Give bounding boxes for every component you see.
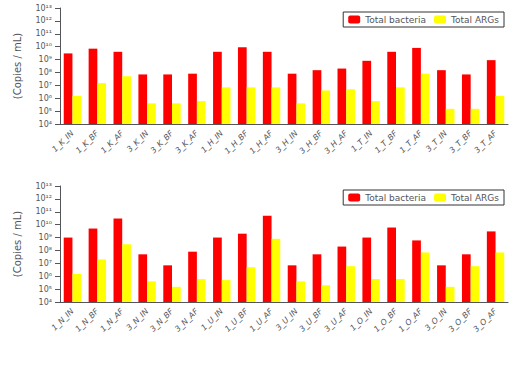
svg-text:3_O_IN: 3_O_IN <box>423 307 449 333</box>
svg-text:10¹³: 10¹³ <box>35 182 52 191</box>
svg-text:3_T_BF: 3_T_BF <box>448 129 474 155</box>
svg-text:Total ARGs: Total ARGs <box>450 15 499 25</box>
svg-text:1_H_AF: 1_H_AF <box>248 129 275 156</box>
svg-text:10⁹: 10⁹ <box>39 55 52 64</box>
svg-text:1_T_AF: 1_T_AF <box>398 129 424 155</box>
svg-text:1_K_BF: 1_K_BF <box>74 129 101 156</box>
svg-text:3_K_IN: 3_K_IN <box>125 129 150 154</box>
svg-text:1_N_BF: 1_N_BF <box>74 307 101 334</box>
svg-text:Total bacteria: Total bacteria <box>364 15 426 25</box>
svg-text:10⁹: 10⁹ <box>39 233 52 242</box>
svg-text:3_U_BF: 3_U_BF <box>298 307 325 334</box>
svg-text:10⁷: 10⁷ <box>39 81 52 90</box>
svg-text:10¹⁰: 10¹⁰ <box>35 220 52 229</box>
svg-text:10⁵: 10⁵ <box>39 285 52 294</box>
svg-text:3_N_AF: 3_N_AF <box>173 307 200 334</box>
svg-text:3_K_BF: 3_K_BF <box>149 129 176 156</box>
svg-text:10¹³: 10¹³ <box>35 4 52 13</box>
svg-text:(Copies / mL): (Copies / mL) <box>12 33 23 100</box>
svg-text:10⁶: 10⁶ <box>39 272 52 281</box>
svg-text:10⁴: 10⁴ <box>39 298 52 307</box>
svg-text:3_O_AF: 3_O_AF <box>472 307 499 334</box>
svg-text:10¹¹: 10¹¹ <box>35 207 52 216</box>
svg-text:3_U_IN: 3_U_IN <box>274 307 300 333</box>
svg-text:3_K_AF: 3_K_AF <box>174 129 201 156</box>
svg-text:1_T_IN: 1_T_IN <box>349 129 374 154</box>
svg-text:3_O_BF: 3_O_BF <box>447 307 474 334</box>
svg-text:3_T_AF: 3_T_AF <box>473 129 499 155</box>
svg-text:10⁶: 10⁶ <box>39 94 52 103</box>
svg-text:10⁵: 10⁵ <box>39 107 52 116</box>
svg-text:10¹⁰: 10¹⁰ <box>35 42 52 51</box>
svg-text:3_H_IN: 3_H_IN <box>274 129 300 155</box>
svg-text:10¹¹: 10¹¹ <box>35 29 52 38</box>
svg-text:1_H_BF: 1_H_BF <box>223 129 250 156</box>
svg-text:3_H_AF: 3_H_AF <box>322 129 349 156</box>
svg-text:1_O_AF: 1_O_AF <box>397 307 424 334</box>
svg-text:10⁴: 10⁴ <box>39 120 52 129</box>
svg-text:10⁷: 10⁷ <box>39 259 52 268</box>
svg-text:10¹²: 10¹² <box>35 194 52 203</box>
svg-text:1_U_IN: 1_U_IN <box>199 307 225 333</box>
svg-text:3_N_IN: 3_N_IN <box>125 307 151 333</box>
svg-text:10⁸: 10⁸ <box>39 68 52 77</box>
svg-text:1_O_BF: 1_O_BF <box>372 307 399 334</box>
svg-text:Total ARGs: Total ARGs <box>450 193 499 203</box>
svg-text:3_H_BF: 3_H_BF <box>298 129 325 156</box>
svg-text:10¹²: 10¹² <box>35 16 52 25</box>
svg-text:1_H_IN: 1_H_IN <box>199 129 225 155</box>
svg-text:1_O_IN: 1_O_IN <box>348 307 374 333</box>
svg-text:1_K_AF: 1_K_AF <box>99 129 126 156</box>
svg-text:3_T_IN: 3_T_IN <box>424 129 449 154</box>
svg-text:Total bacteria: Total bacteria <box>364 193 426 203</box>
svg-text:1_U_BF: 1_U_BF <box>223 307 250 334</box>
svg-text:1_U_AF: 1_U_AF <box>248 307 275 334</box>
svg-text:1_N_AF: 1_N_AF <box>98 307 125 334</box>
svg-text:10⁸: 10⁸ <box>39 246 52 255</box>
svg-text:3_U_AF: 3_U_AF <box>323 307 350 334</box>
svg-text:1_K_IN: 1_K_IN <box>50 129 75 154</box>
svg-text:1_T_BF: 1_T_BF <box>373 129 399 155</box>
svg-text:3_N_BF: 3_N_BF <box>148 307 175 334</box>
svg-text:(Copies / mL): (Copies / mL) <box>12 211 23 278</box>
svg-text:1_N_IN: 1_N_IN <box>50 307 76 333</box>
